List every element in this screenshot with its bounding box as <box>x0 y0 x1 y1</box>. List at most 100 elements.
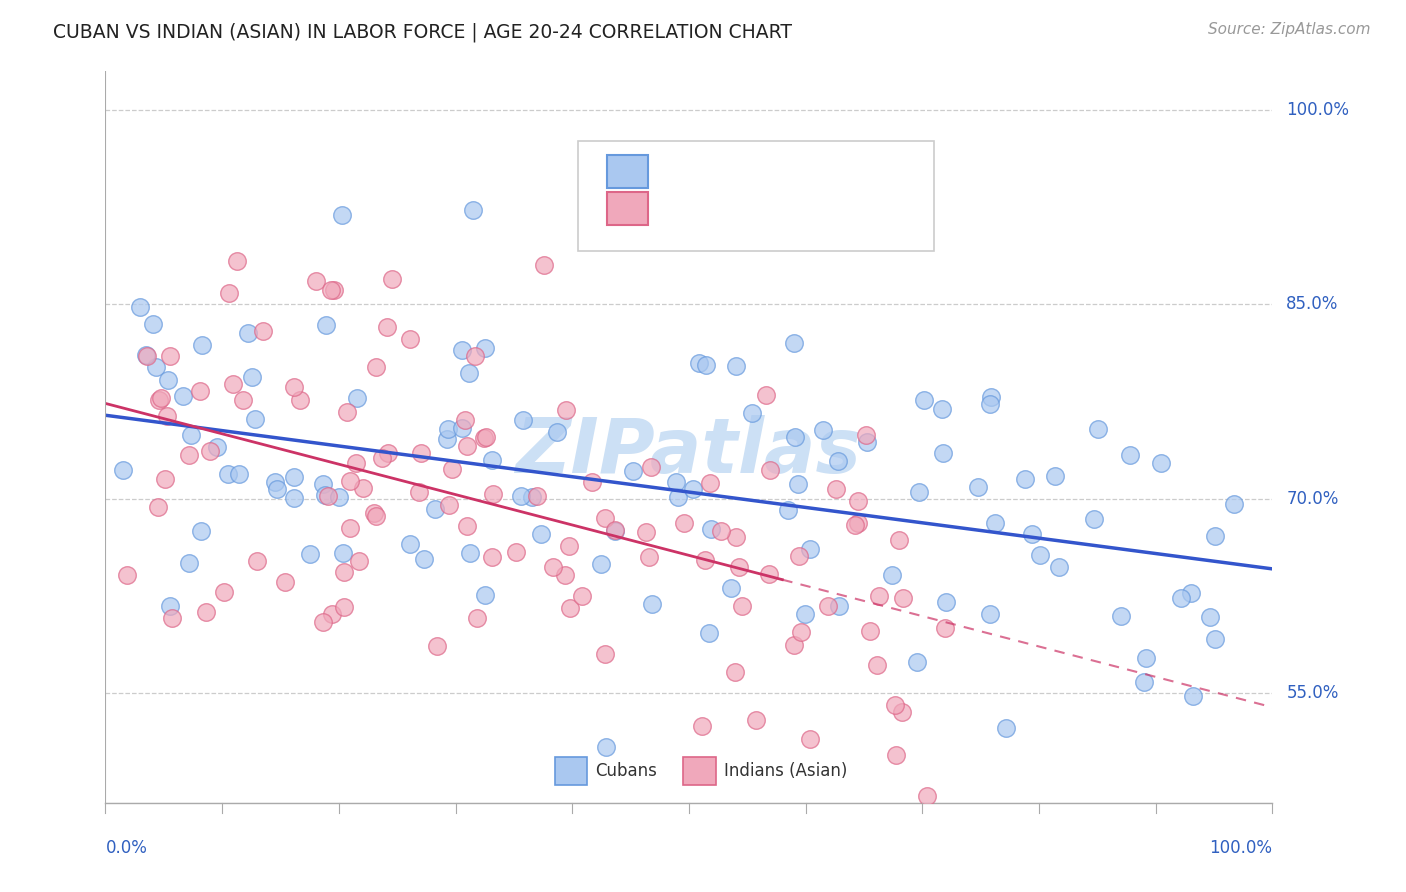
Point <box>640 597 662 611</box>
Point <box>700 522 723 536</box>
Point <box>179 448 201 462</box>
Point <box>323 283 346 297</box>
Point <box>887 533 910 547</box>
Point <box>1047 560 1070 574</box>
Point <box>283 470 305 484</box>
Point <box>1083 511 1105 525</box>
Point <box>695 359 717 373</box>
Point <box>266 482 288 496</box>
Point <box>891 705 914 719</box>
Point <box>314 488 336 502</box>
Point <box>1223 497 1246 511</box>
Point <box>371 451 394 466</box>
Point <box>481 487 503 501</box>
Point <box>474 341 496 355</box>
Point <box>893 591 915 605</box>
Point <box>190 338 212 352</box>
Point <box>437 421 460 435</box>
Point <box>198 444 221 458</box>
Point <box>640 460 662 475</box>
FancyBboxPatch shape <box>578 141 934 251</box>
Point <box>349 554 371 568</box>
Point <box>697 626 720 640</box>
Point <box>456 519 478 533</box>
Point <box>605 524 627 538</box>
Point <box>157 373 180 387</box>
FancyBboxPatch shape <box>607 192 648 225</box>
Point <box>226 254 249 268</box>
Point <box>352 482 374 496</box>
Point <box>571 589 593 603</box>
Point <box>558 600 581 615</box>
Point <box>688 356 710 370</box>
Point <box>994 721 1017 735</box>
Point <box>935 594 957 608</box>
Point <box>238 326 260 341</box>
Point <box>399 537 422 551</box>
Point <box>621 464 644 478</box>
Point <box>884 747 907 762</box>
Point <box>934 621 956 635</box>
Point <box>880 568 903 582</box>
Point <box>979 396 1001 410</box>
Point <box>866 658 889 673</box>
Point <box>783 430 806 444</box>
Point <box>979 607 1001 621</box>
Point <box>932 446 955 460</box>
Point <box>177 557 200 571</box>
Point <box>1182 690 1205 704</box>
Point <box>458 366 481 380</box>
Point <box>1119 448 1142 462</box>
Point <box>1045 469 1067 483</box>
Point <box>672 516 695 530</box>
Point <box>510 489 533 503</box>
Point <box>207 440 229 454</box>
Point <box>827 454 849 468</box>
Point <box>159 599 181 613</box>
Point <box>983 516 1005 530</box>
Point <box>332 600 354 615</box>
Point <box>346 391 368 405</box>
Point <box>148 392 170 407</box>
Point <box>1029 548 1052 562</box>
Point <box>336 405 359 419</box>
Point <box>474 431 496 445</box>
Point <box>967 480 990 494</box>
Point <box>456 439 478 453</box>
Point <box>793 607 815 622</box>
Point <box>474 588 496 602</box>
FancyBboxPatch shape <box>555 756 588 785</box>
Point <box>319 283 342 297</box>
Point <box>558 539 581 553</box>
Point <box>759 463 782 477</box>
Point <box>1204 632 1226 646</box>
Point <box>454 413 477 427</box>
Point <box>441 462 464 476</box>
Point <box>312 615 335 629</box>
Point <box>554 567 576 582</box>
Point <box>246 553 269 567</box>
Point <box>242 370 264 384</box>
Point <box>344 456 367 470</box>
Point <box>437 498 460 512</box>
Point <box>505 545 527 559</box>
Point <box>436 432 458 446</box>
Point <box>512 413 534 427</box>
Text: R = -0.290: R = -0.290 <box>662 162 765 180</box>
Point <box>381 272 404 286</box>
Point <box>1204 529 1226 543</box>
Point <box>758 566 780 581</box>
Point <box>1021 526 1043 541</box>
Point <box>328 490 350 504</box>
Point <box>339 474 361 488</box>
Point <box>666 491 689 505</box>
Point <box>413 552 436 566</box>
Point <box>155 409 177 423</box>
Point <box>546 425 568 439</box>
Point <box>481 453 503 467</box>
Point <box>868 589 890 603</box>
Point <box>221 377 243 392</box>
FancyBboxPatch shape <box>683 756 716 785</box>
Point <box>914 392 936 407</box>
Point <box>699 475 721 490</box>
